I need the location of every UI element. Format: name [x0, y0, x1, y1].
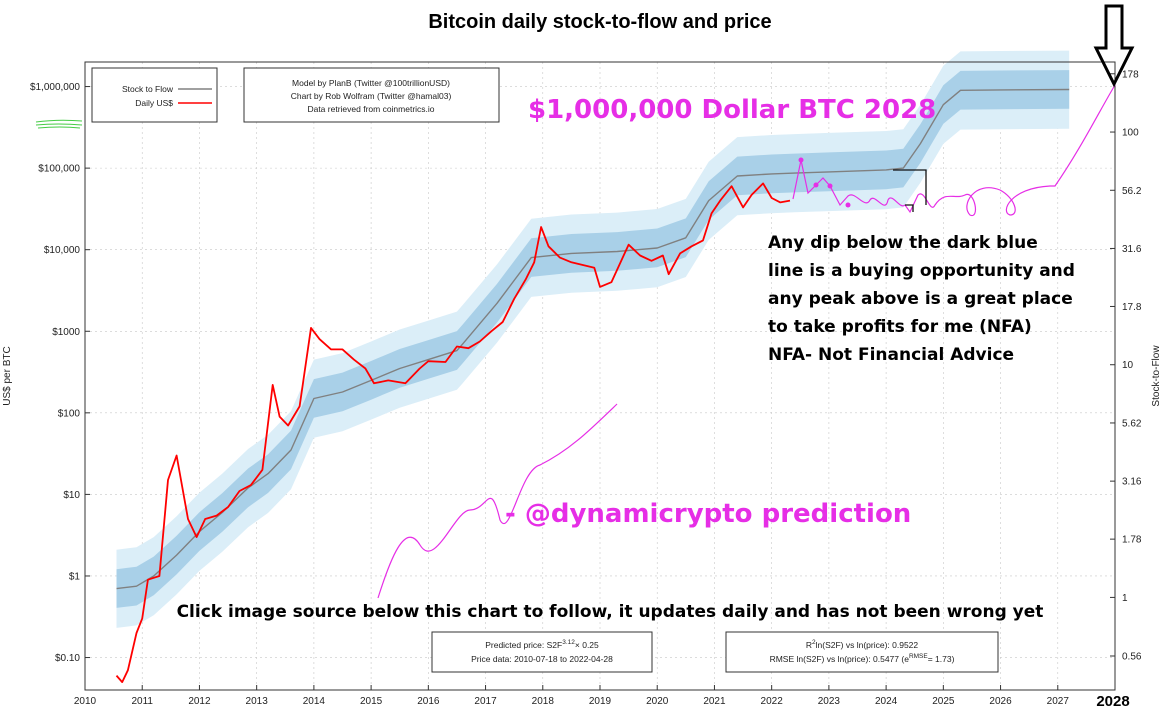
x-tick-label: 2011 — [131, 696, 153, 707]
prediction-point — [827, 183, 833, 189]
headline-annotation: $1,000,000 Dollar BTC 2028 — [528, 95, 936, 125]
y-tick-label: $10 — [63, 490, 80, 501]
y-axis-right: 0.56 1 1.78 3.16 5.62 10 17.8 31.6 56.2 100 178 — [1110, 69, 1142, 662]
credits-box: Model by PlanB (Twitter @100trillionUSD)… — [243, 67, 500, 123]
prediction-point — [845, 202, 851, 208]
x-tick-label: 2010 — [74, 696, 97, 707]
y-tick-label: $1 — [69, 571, 81, 582]
y2-tick-label: 0.56 — [1122, 651, 1142, 662]
prediction-point — [798, 157, 804, 163]
x-tick-label: 2021 — [703, 696, 726, 707]
y2-tick-label: 31.6 — [1122, 244, 1142, 255]
dip-text-line-5: NFA- Not Financial Advice — [768, 345, 1014, 365]
r-squared-stat: R2ln(S2F) vs ln(price): 0.9522 — [806, 639, 919, 650]
x-tick-label: 2012 — [188, 696, 211, 707]
x-tick-label: 2015 — [360, 696, 383, 707]
x-tick-label: 2026 — [989, 696, 1012, 707]
footer-right-frame — [725, 631, 999, 673]
credit-data: Data retrieved from coinmetrics.io — [307, 104, 434, 114]
prediction-curve-lower — [377, 403, 618, 599]
y2-tick-label: 17.8 — [1122, 302, 1142, 313]
y-tick-label: $100 — [58, 408, 81, 419]
prediction-curve-upper — [792, 84, 1116, 216]
plot-frame — [84, 61, 1116, 691]
y2-axis-label: Stock-to-Flow — [1151, 345, 1162, 407]
y2-tick-label: 1.78 — [1122, 535, 1142, 546]
credit-chart: Chart by Rob Wolfram (Twitter @hamal03) — [291, 91, 452, 101]
dip-text-line-3: any peak above is a great place — [768, 289, 1073, 309]
x-tick-label: 2023 — [818, 696, 841, 707]
y2-tick-label: 100 — [1122, 128, 1139, 139]
y2-tick-label: 178 — [1122, 69, 1139, 80]
x-tick-label: 2014 — [303, 696, 326, 707]
y-tick-label: $100,000 — [38, 164, 80, 175]
x-tick-label: 2027 — [1047, 696, 1070, 707]
y2-tick-label: 56.2 — [1122, 186, 1142, 197]
prediction-point — [813, 182, 819, 188]
x-tick-label: 2016 — [417, 696, 440, 707]
series-line-stock-to-flow — [116, 88, 1070, 590]
legend-box — [91, 67, 218, 123]
y2-tick-label: 5.62 — [1122, 418, 1142, 429]
y2-tick-label: 10 — [1122, 360, 1134, 371]
grid-layer — [84, 62, 1115, 690]
legend: Stock to Flow Daily US$ — [91, 67, 218, 123]
x-tick-label: 2013 — [246, 696, 269, 707]
dip-text-line-1: Any dip below the dark blue — [768, 233, 1038, 253]
annotation-overlay: $1,000,000 Dollar BTC 2028 - @dynamicryp… — [35, 4, 1135, 708]
chart-title: Bitcoin daily stock-to-flow and price — [428, 11, 771, 33]
y-tick-label: $1000 — [52, 327, 80, 338]
credits-frame — [243, 67, 500, 123]
source-note: Click image source below this chart to f… — [177, 602, 1044, 622]
price-data-range: Price data: 2010-07-18 to 2022-04-28 — [471, 654, 613, 664]
x-tick-label: 2019 — [589, 696, 612, 707]
x-axis: 2010 2011 2012 2013 2014 2015 2016 2017 2018 2019… — [74, 685, 1069, 707]
series-layer — [115, 88, 1070, 683]
y2-tick-label: 1 — [1122, 593, 1128, 604]
credit-model: Model by PlanB (Twitter @100trillionUSD) — [292, 78, 450, 88]
bracket-marker — [893, 169, 927, 212]
prediction-label: - @dynamicrypto prediction — [505, 499, 911, 529]
predicted-price-formula: Predicted price: S2F3.12× 0.25 — [485, 639, 599, 650]
dip-text-line-2: line is a buying opportunity and — [768, 261, 1075, 281]
x-tick-label: 2025 — [932, 696, 955, 707]
y-tick-label: $1,000,000 — [30, 82, 80, 93]
series-line-daily-price — [115, 182, 791, 683]
down-arrow-icon — [1093, 4, 1135, 88]
green-underline-mark — [35, 119, 83, 129]
y-tick-label: $10,000 — [44, 245, 81, 256]
y-axis-left: $0.10 $1 $10 $100 $1000 $10,000 $100,000 $1,000… — [30, 82, 90, 664]
s2f-band-layer — [116, 50, 1070, 628]
x-tick-label: 2022 — [761, 696, 784, 707]
rmse-stat: RMSE ln(S2F) vs ln(price): 0.5477 (eRMSE… — [770, 653, 955, 664]
footer-left-frame — [431, 631, 653, 673]
dip-text-line-4: to take profits for me (NFA) — [768, 317, 1032, 337]
s2f-outer-band — [116, 50, 1070, 628]
x-tick-label: 2017 — [474, 696, 497, 707]
x-tick-label: 2018 — [532, 696, 555, 707]
legend-label-s2f: Stock to Flow — [122, 84, 174, 94]
y-tick-label: $0.10 — [55, 653, 80, 664]
y2-tick-label: 3.16 — [1122, 477, 1142, 488]
x-tick-label: 2024 — [875, 696, 898, 707]
footer-right-box: R2ln(S2F) vs ln(price): 0.9522 RMSE ln(S… — [725, 631, 999, 673]
year-2028-label: 2028 — [1096, 693, 1129, 708]
legend-label-price: Daily US$ — [135, 98, 173, 108]
y-axis-label: US$ per BTC — [2, 346, 13, 405]
x-tick-label: 2020 — [646, 696, 669, 707]
footer-left-box: Predicted price: S2F3.12× 0.25 Price dat… — [431, 631, 653, 673]
